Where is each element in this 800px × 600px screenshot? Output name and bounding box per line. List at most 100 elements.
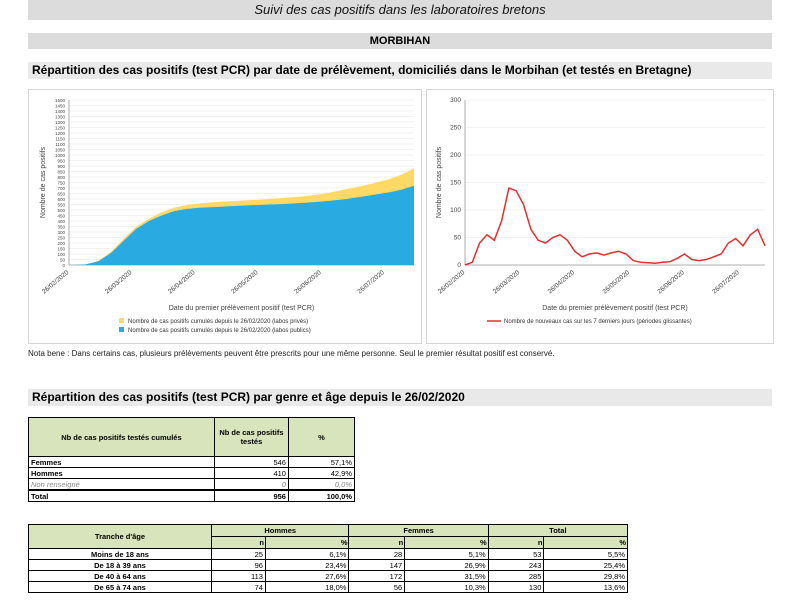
cumulative-chart-svg: 0501001502002503003504004505005506006507… bbox=[40, 98, 414, 334]
row-pct: 42,9% bbox=[287, 467, 356, 479]
y-tick-label: 1300 bbox=[55, 120, 66, 125]
y-tick-label: 1400 bbox=[55, 109, 66, 114]
table-row: Femmes 546 57,1% bbox=[28, 456, 356, 468]
row-n: 410 bbox=[213, 467, 289, 479]
report-title: Suivi des cas positifs dans les laborato… bbox=[254, 2, 546, 17]
row-pct: 57,1% bbox=[287, 456, 356, 468]
table-row-total: Total 956 100,0% bbox=[28, 489, 356, 502]
y-tick-label: 250 bbox=[57, 236, 65, 241]
legend-swatch bbox=[119, 327, 124, 332]
row-label: Moins de 18 ans bbox=[28, 548, 212, 560]
y-tick-label: 1100 bbox=[55, 142, 65, 147]
row-label: Femmes bbox=[28, 456, 215, 468]
femmes-pct: 31,5% bbox=[404, 570, 489, 582]
hommes-n: 25 bbox=[211, 548, 266, 560]
row-n: 956 bbox=[213, 489, 289, 502]
x-tick-label: 26/06/2020 bbox=[293, 269, 323, 296]
age-header: Tranche d'âge bbox=[28, 524, 212, 549]
group-header-total: Total bbox=[487, 524, 629, 537]
x-tick-label: 26/04/2020 bbox=[547, 269, 577, 296]
x-tick-label: 26/07/2020 bbox=[356, 269, 386, 296]
y-tick-label: 700 bbox=[57, 186, 65, 191]
table-row: De 65 à 74 ans 74 18,0% 56 10,3% 130 13,6% bbox=[28, 581, 628, 593]
y-tick-label: 1250 bbox=[55, 126, 66, 131]
femmes-pct: 5,1% bbox=[404, 548, 489, 560]
table-row: Hommes 410 42,9% bbox=[28, 467, 356, 479]
y-tick-label: 0 bbox=[62, 263, 65, 268]
total-pct: 25,4% bbox=[543, 559, 628, 571]
group-header-femmes: Femmes bbox=[348, 524, 489, 537]
x-tick-label: 26/06/2020 bbox=[656, 269, 686, 296]
group-header-hommes: Hommes bbox=[210, 524, 350, 537]
total-pct: 13,6% bbox=[543, 581, 628, 593]
y-tick-label: 100 bbox=[57, 252, 65, 257]
y-tick-label: 250 bbox=[450, 125, 461, 132]
area-series-1 bbox=[69, 185, 414, 265]
femmes-n: 147 bbox=[348, 559, 406, 571]
y-tick-label: 650 bbox=[57, 192, 65, 197]
x-axis-label: Date du premier prélèvement positif (tes… bbox=[169, 305, 315, 312]
total-n: 53 bbox=[487, 548, 545, 560]
table-row: Non renseigné 0 0,0% bbox=[28, 478, 356, 491]
y-tick-label: 950 bbox=[57, 159, 65, 164]
femmes-pct: 26,9% bbox=[404, 559, 489, 571]
y-tick-label: 350 bbox=[57, 225, 65, 230]
line-series-0 bbox=[464, 186, 766, 266]
section-title-age: Répartition des cas positifs (test PCR) … bbox=[28, 389, 772, 406]
total-pct: 5,5% bbox=[543, 548, 628, 560]
femmes-n: 28 bbox=[348, 548, 406, 560]
y-tick-label: 50 bbox=[60, 258, 66, 263]
y-axis-label: Nombre de cas positifs bbox=[436, 146, 443, 218]
gender-table: Nb de cas positifs testés cumulés Nb de … bbox=[28, 417, 356, 502]
x-tick-label: 26/05/2020 bbox=[601, 269, 631, 296]
col-n: n bbox=[487, 536, 545, 549]
cumulative-chart: 0 50 100 150 200 250 300 350 400 450 500 550 600 650 7… bbox=[28, 89, 422, 344]
x-tick-label: 26/03/2020 bbox=[104, 269, 134, 296]
y-tick-label: 600 bbox=[57, 197, 65, 202]
total-pct: 29,8% bbox=[543, 570, 628, 582]
section-title-date: Répartition des cas positifs (test PCR) … bbox=[28, 62, 772, 79]
y-tick-label: 150 bbox=[450, 180, 461, 187]
y-tick-label: 1500 bbox=[55, 98, 66, 103]
age-table: Tranche d'âge Hommes Femmes Total n % n … bbox=[28, 524, 629, 593]
y-tick-label: 200 bbox=[57, 241, 65, 246]
col-n: n bbox=[348, 536, 406, 549]
femmes-n: 56 bbox=[348, 581, 406, 593]
col-pct: % bbox=[543, 536, 628, 549]
x-tick-label: 26/02/2020 bbox=[41, 269, 71, 296]
x-tick-label: 26/07/2020 bbox=[711, 269, 741, 296]
hommes-pct: 18,0% bbox=[264, 581, 350, 593]
legend-swatch bbox=[119, 318, 124, 323]
table-row: De 40 à 64 ans 113 27,6% 172 31,5% 285 29,8% bbox=[28, 570, 628, 582]
y-tick-label: 750 bbox=[57, 181, 65, 186]
y-tick-label: 300 bbox=[57, 230, 65, 235]
y-tick-label: 1200 bbox=[55, 131, 66, 136]
rolling-chart-svg: 0 50 100 150 200 250 300 26/02/2020 26/03/2020 26… bbox=[436, 97, 766, 325]
y-tick-label: 1000 bbox=[55, 153, 66, 158]
header-banner: Suivi des cas positifs dans les laborato… bbox=[28, 0, 772, 20]
department-banner: MORBIHAN bbox=[28, 33, 772, 49]
y-tick-label: 500 bbox=[57, 208, 65, 213]
col-pct: % bbox=[264, 536, 350, 549]
legend-label: Nombre de nouveaux cas sur les 7 dernier… bbox=[504, 319, 692, 325]
x-axis-label: Date du premier prélèvement positif (tes… bbox=[542, 305, 688, 312]
table-row: De 18 à 39 ans 96 23,4% 147 26,9% 243 25,4% bbox=[28, 559, 628, 571]
y-tick-label: 100 bbox=[450, 207, 461, 214]
total-n: 285 bbox=[487, 570, 545, 582]
y-tick-label: 550 bbox=[57, 203, 65, 208]
y-tick-label: 150 bbox=[57, 247, 65, 252]
row-label: De 40 à 64 ans bbox=[28, 570, 212, 582]
total-n: 243 bbox=[487, 559, 545, 571]
row-label: Non renseigné bbox=[28, 478, 215, 491]
y-tick-label: 800 bbox=[57, 175, 65, 180]
total-n: 130 bbox=[487, 581, 545, 593]
y-tick-label: 1350 bbox=[55, 115, 66, 120]
row-n: 546 bbox=[213, 456, 289, 468]
y-tick-label: 1450 bbox=[55, 104, 66, 109]
hommes-pct: 23,4% bbox=[264, 559, 350, 571]
femmes-n: 172 bbox=[348, 570, 406, 582]
y-tick-label: 0 bbox=[457, 262, 461, 269]
hommes-n: 96 bbox=[211, 559, 266, 571]
row-label: Hommes bbox=[28, 467, 215, 479]
y-tick-label: 850 bbox=[57, 170, 65, 175]
